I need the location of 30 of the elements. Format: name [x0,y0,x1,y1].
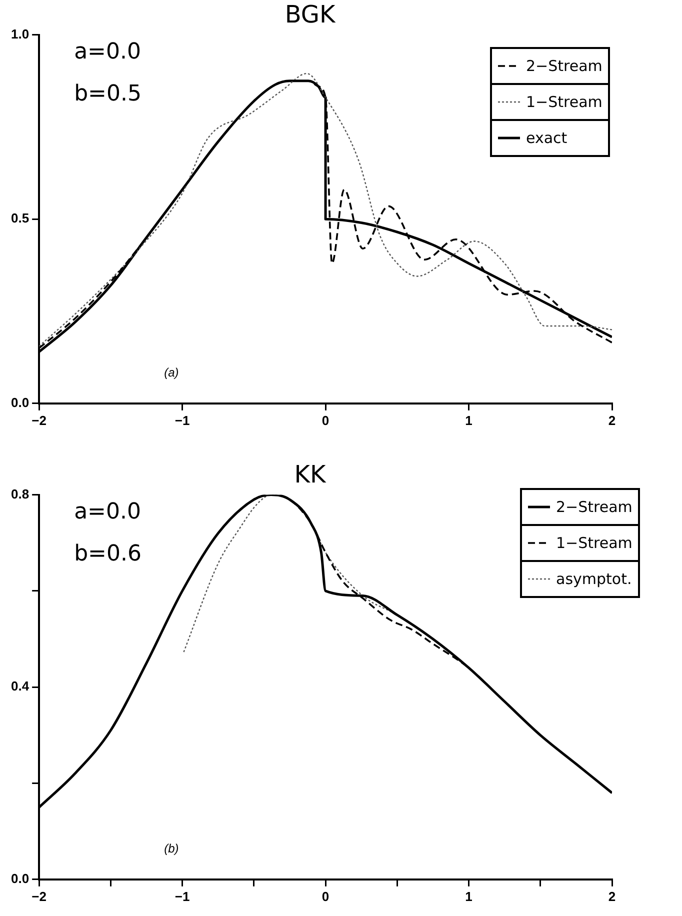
y-tick-label: 0.0 [10,870,30,886]
y-tick-label: 0.8 [10,486,30,502]
y-tick-label: 1.0 [10,26,30,42]
y-tick-label: 0.4 [10,678,30,694]
x-tick-label: 1 [465,888,472,904]
annotation: a=0.0 [74,40,141,65]
legend-label: 2−Stream [556,498,632,516]
y-tick-label: 0.5 [10,210,30,226]
x-tick-label: −1 [174,412,190,428]
legend-label: exact [526,129,568,147]
y-tick-label: 0.0 [10,394,30,410]
x-tick-label: −2 [32,412,46,428]
legend-label: 2−Stream [526,57,602,75]
x-tick-label: 2 [608,888,616,904]
legend-label: asymptot. [556,570,632,588]
annotation: a=0.0 [74,500,141,525]
x-tick-label: −2 [32,888,46,904]
annotation: b=0.6 [74,542,142,567]
x-tick-label: 0 [322,888,330,904]
chart-title: BGK [284,0,336,29]
x-tick-label: −1 [174,888,190,904]
x-tick-label: 0 [322,412,330,428]
legend-label: 1−Stream [556,534,632,552]
x-tick-label: 1 [465,412,472,428]
annotation: b=0.5 [74,82,142,107]
chart-title: KK [294,460,327,489]
annotation: (b) [164,842,179,856]
legend-label: 1−Stream [526,93,602,111]
annotation: (a) [164,366,179,380]
x-tick-label: 2 [608,412,616,428]
